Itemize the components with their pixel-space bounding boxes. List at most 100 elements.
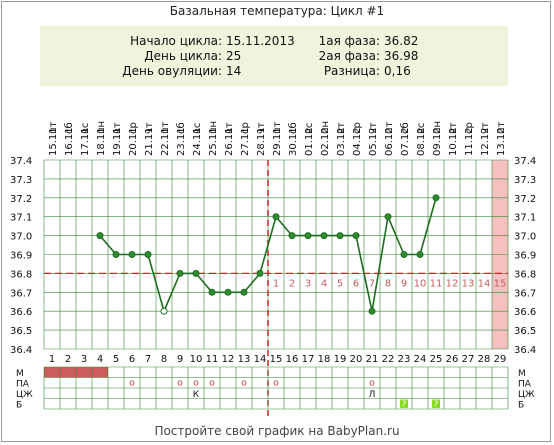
date-label: 01.12	[304, 127, 315, 156]
day-number-label: 9	[177, 354, 183, 365]
y-tick-label-left: 37.4	[10, 156, 32, 167]
footer-link[interactable]: Постройте свой график на BabyPlan.ru	[154, 424, 400, 438]
day-number-label: 29	[494, 354, 507, 365]
temperature-point	[96, 232, 104, 240]
mark-cell	[432, 399, 440, 408]
y-tick-label-right: 37.2	[514, 194, 536, 205]
luteal-day-number: 15	[494, 278, 507, 289]
day-number-label: 11	[206, 354, 219, 365]
date-label: 27.11	[240, 127, 251, 156]
row-label-left: ЦЖ	[16, 390, 33, 400]
y-tick-label-left: 36.6	[10, 307, 32, 318]
y-tick-label-left: 36.4	[10, 345, 32, 356]
weekday-label: вт	[448, 122, 459, 134]
cycle-day-value: 25	[226, 49, 242, 63]
phase1-value: 36.82	[384, 34, 419, 48]
day-number-label: 16	[286, 354, 299, 365]
weekday-label: ср	[128, 122, 139, 134]
day-number-label: 22	[382, 354, 395, 365]
luteal-day-number: 2	[289, 278, 295, 289]
day-number-label: 5	[113, 354, 119, 365]
menstruation-cell	[76, 367, 92, 378]
date-label: 15.11	[48, 127, 59, 156]
mark-label: о	[273, 379, 279, 389]
y-tick-label-right: 36.7	[514, 288, 536, 299]
weekday-label: вс	[192, 123, 203, 134]
weekday-label: вс	[416, 123, 427, 134]
weekday-label: чт	[256, 122, 267, 134]
temperature-point	[128, 251, 136, 258]
mark-label: Л	[369, 390, 376, 400]
row-label-left: Б	[16, 401, 22, 411]
date-label: 21.11	[144, 127, 155, 156]
y-tick-label-right: 37.0	[514, 232, 536, 243]
cycle-info-panel: Начало цикла: 15.11.2013 День цикла: 25 …	[40, 26, 508, 86]
date-label: 12.12	[480, 127, 491, 156]
date-label: 09.12	[432, 127, 443, 156]
day-number-label: 1	[49, 354, 55, 365]
cycle-day-label: День цикла:	[144, 49, 222, 63]
day-number-label: 10	[190, 354, 203, 365]
temperature-point	[144, 251, 152, 258]
weekday-label: вс	[80, 123, 91, 134]
mark-label: о	[369, 379, 375, 389]
y-tick-label-right: 36.4	[514, 345, 536, 356]
mark-label: о	[177, 379, 183, 389]
weekday-label: пт	[160, 121, 171, 134]
y-tick-label-right: 37.1	[514, 213, 536, 224]
weekday-label: пт	[48, 121, 59, 134]
y-tick-label-left: 37.3	[10, 175, 32, 186]
luteal-day-number: 12	[446, 278, 459, 289]
menstruation-cell	[44, 367, 60, 378]
temperature-point	[112, 251, 120, 258]
date-label: 04.12	[352, 127, 363, 156]
temperature-point	[256, 269, 264, 277]
day-number-label: 24	[414, 354, 427, 365]
temperature-point	[320, 232, 328, 240]
mark-label: ?	[402, 400, 406, 409]
phase1-label: 1ая фаза:	[318, 34, 380, 48]
y-tick-label-left: 36.7	[10, 288, 32, 299]
temperature-point	[176, 269, 184, 277]
difference-value: 0,16	[384, 64, 411, 78]
day-number-label: 3	[81, 354, 87, 365]
day-number-label: 21	[366, 354, 379, 365]
temperature-point	[400, 251, 408, 258]
y-tick-label-left: 37.0	[10, 232, 32, 243]
mark-label: ?	[434, 400, 438, 409]
temperature-line	[99, 197, 437, 314]
y-tick-label-right: 37.4	[514, 156, 536, 167]
y-tick-label-left: 37.1	[10, 213, 32, 224]
weekday-label: чт	[368, 122, 379, 134]
row-label-right: ПА	[518, 380, 532, 390]
mark-label: о	[209, 379, 215, 389]
day-number-label: 15	[270, 354, 283, 365]
phase2-value: 36.98	[384, 49, 419, 63]
date-label: 24.11	[192, 127, 203, 156]
day-number-label: 23	[398, 354, 411, 365]
day-number-label: 13	[238, 354, 251, 365]
temperature-point	[192, 269, 200, 277]
date-label: 06.12	[384, 127, 395, 156]
luteal-day-number: 5	[337, 278, 343, 289]
weekday-label: сб	[288, 122, 299, 134]
weekday-label: пт	[496, 121, 507, 134]
weekday-label: вс	[304, 123, 315, 134]
mark-label: о	[129, 379, 135, 389]
row-label-right: ЦЖ	[518, 390, 535, 400]
day-number-label: 20	[350, 354, 363, 365]
luteal-day-number: 10	[414, 278, 427, 289]
date-label: 29.11	[272, 127, 283, 156]
day-number-label: 4	[97, 354, 103, 365]
date-label: 20.11	[128, 127, 139, 156]
day-number-label: 25	[430, 354, 443, 365]
weekday-label: пн	[432, 121, 443, 134]
weekday-label: чт	[480, 122, 491, 134]
day-number-label: 6	[129, 354, 135, 365]
luteal-day-number: 6	[353, 278, 359, 289]
weekday-label: сб	[400, 122, 411, 134]
luteal-day-number: 13	[462, 278, 475, 289]
date-label: 07.12	[400, 127, 411, 156]
date-label: 22.11	[160, 127, 171, 156]
